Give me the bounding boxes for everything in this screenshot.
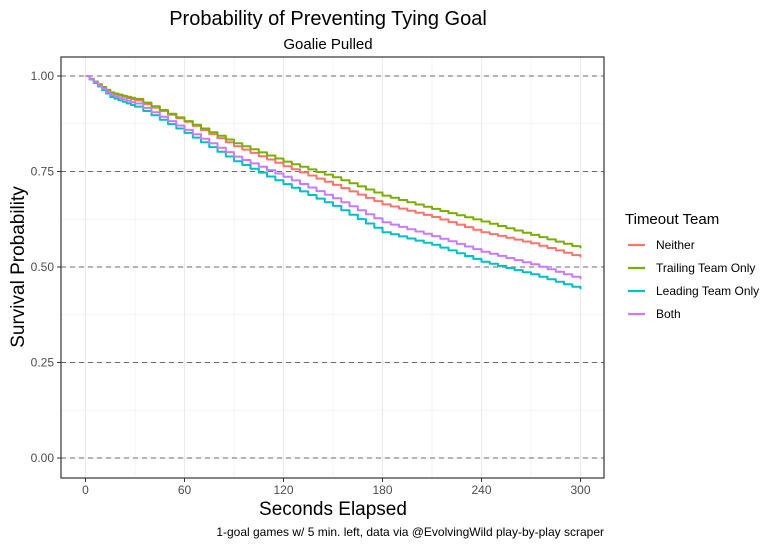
y-tick-label: 0.25 [31,356,55,370]
series-line-neither [85,75,582,258]
legend-item: Leading Team Only [628,284,759,298]
y-tick-label: 0.00 [31,451,55,465]
x-tick-label: 300 [570,483,590,497]
series-line-trailing-team-only [85,75,582,249]
legend: Timeout Team Neither Trailing Team Only Le… [625,211,759,321]
chart-caption: 1-goal games w/ 5 min. left, data via @E… [216,525,604,539]
x-tick-label: 120 [273,483,293,497]
x-axis-ticks: 0 60 120 180 240 300 [82,478,591,497]
reference-lines [61,75,604,459]
x-tick-label: 60 [178,483,192,497]
x-tick-label: 180 [372,483,392,497]
legend-item: Neither [628,238,695,252]
series-line-leading-team-only [85,75,582,290]
legend-label: Neither [656,238,695,252]
plot-panel [60,56,605,479]
chart-title: Probability of Preventing Tying Goal [169,8,487,30]
legend-title: Timeout Team [625,211,719,228]
legend-label: Both [656,307,681,321]
legend-item: Trailing Team Only [628,261,755,275]
y-tick-label: 1.00 [31,69,55,83]
x-axis-title: Seconds Elapsed [259,499,407,520]
y-tick-label: 0.50 [31,260,55,274]
series-lines [85,75,582,290]
y-axis-ticks: 0.00 0.25 0.50 0.75 1.00 [31,69,61,465]
x-tick-label: 0 [82,483,89,497]
legend-item: Both [628,307,681,321]
y-axis-title: Survival Probability [8,186,29,348]
series-line-both [85,75,582,280]
legend-label: Leading Team Only [656,284,759,298]
legend-label: Trailing Team Only [656,261,755,275]
chart-subtitle: Goalie Pulled [283,36,372,53]
x-tick-label: 240 [471,483,491,497]
y-tick-label: 0.75 [31,165,55,179]
